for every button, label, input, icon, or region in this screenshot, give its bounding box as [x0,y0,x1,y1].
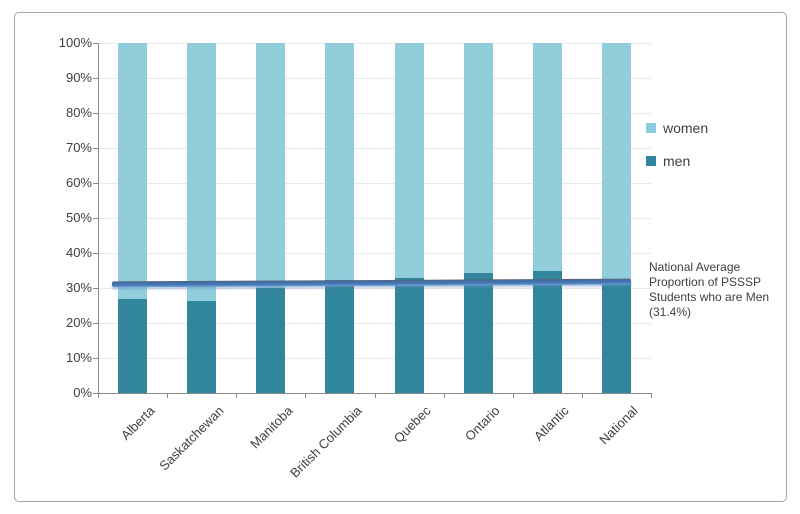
y-tick-label: 50% [65,210,92,225]
y-tick-mark [93,323,98,324]
y-tick-mark [93,113,98,114]
x-tick-mark [651,394,652,398]
bar-women-quebec [394,43,424,279]
y-tick-label: 60% [65,175,92,190]
legend-swatch-men [646,156,656,166]
gridline-30 [98,287,651,289]
y-tick-mark [93,253,98,254]
y-tick-mark [93,43,98,44]
gridline-50 [98,217,651,219]
y-tick-mark [93,393,98,394]
y-tick-mark [93,183,98,184]
gridline-10 [98,357,651,359]
reference-line-annotation: National Average Proportion of PSSSP Stu… [649,260,770,319]
y-tick-mark [93,358,98,359]
y-tick-label: 70% [65,140,92,155]
x-tick-mark [581,394,583,398]
y-tick-label: 80% [65,105,92,120]
x-tick-mark [98,394,99,398]
y-tick-label: 90% [65,70,92,85]
bar-men-ontario [463,273,493,393]
y-tick-mark [93,288,98,289]
x-tick-mark [305,394,307,398]
y-tick-mark [93,218,98,219]
bar-women-atlantic [532,43,562,271]
gridline-100 [98,42,651,44]
legend: women men [646,120,708,186]
gridline-90 [98,77,651,79]
y-tick-label: 30% [65,280,92,295]
bar-men-quebec [394,278,424,393]
x-tick-mark [443,394,445,398]
legend-label-men: men [663,153,691,169]
y-tick-label: 10% [65,350,92,365]
y-tick-label: 40% [65,245,92,260]
legend-swatch-women [646,123,656,133]
bar-women-saskatchewan [187,43,217,301]
legend-label-women: women [663,120,709,136]
gridline-70 [98,147,651,149]
y-tick-label: 20% [65,315,92,330]
bar-women-national [601,43,631,284]
gridline-80 [98,112,651,114]
y-tick-mark [93,78,98,79]
bar-women-british-columbia [325,43,355,280]
bar-women-alberta [118,43,148,299]
bar-men-atlantic [532,270,562,393]
y-tick-label: 0% [73,385,92,400]
bar-men-national [601,283,631,393]
legend-entry-men: men [646,153,708,169]
x-tick-mark [512,394,514,398]
plot-area [98,43,652,394]
gridline-40 [98,252,651,254]
gridline-20 [98,322,651,324]
bar-men-saskatchewan [187,300,217,393]
y-tick-mark [93,148,98,149]
x-tick-mark [374,394,376,398]
bar-men-alberta [118,298,148,393]
legend-entry-women: women [646,120,708,136]
x-tick-mark [236,394,238,398]
y-tick-label: 100% [58,35,92,50]
bar-women-manitoba [256,43,286,288]
bar-men-manitoba [256,288,286,393]
x-tick-mark [167,394,169,398]
gridline-60 [98,182,651,184]
bar-women-ontario [463,43,493,274]
bar-men-british-columbia [325,279,355,393]
